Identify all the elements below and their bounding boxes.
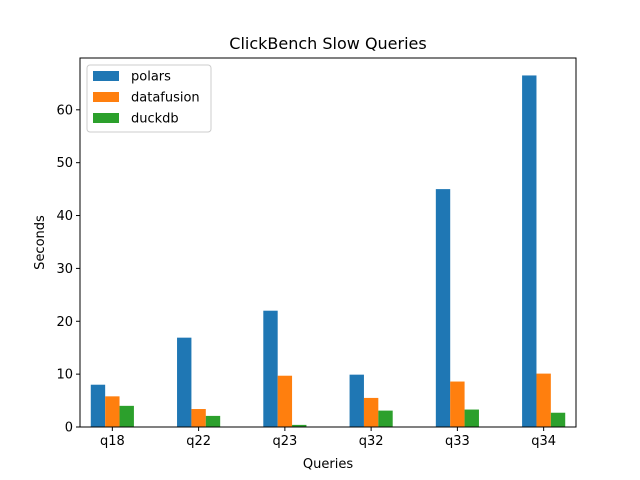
- legend: polars datafusion duckdb: [86, 64, 212, 133]
- y-tick-label: 30: [56, 262, 73, 277]
- bar-duckdb-q34: [550, 412, 566, 427]
- x-tick-label: q23: [272, 434, 297, 449]
- bar-datafusion-q22: [191, 409, 206, 427]
- x-tick-label: q18: [100, 434, 125, 449]
- legend-label-duckdb: duckdb: [131, 112, 179, 127]
- bar-polars-q22: [177, 337, 192, 427]
- legend-swatch-duckdb: [93, 113, 119, 123]
- chart-title: ClickBench Slow Queries: [229, 34, 426, 53]
- y-tick-label: 0: [65, 421, 73, 436]
- bar-duckdb-q33: [464, 409, 479, 427]
- legend-label-datafusion: datafusion: [131, 91, 200, 106]
- x-axis-label: Queries: [303, 457, 353, 472]
- y-tick-label: 50: [56, 156, 73, 171]
- legend-swatch-polars: [93, 71, 119, 81]
- plot-frame: [79, 57, 577, 428]
- x-tick-label: q32: [359, 434, 384, 449]
- bars-layer: [90, 75, 566, 427]
- bar-duckdb-q23: [292, 424, 307, 427]
- bar-polars-q23: [263, 310, 278, 427]
- bar-datafusion-q32: [363, 397, 379, 427]
- x-tick-label: q34: [531, 434, 556, 449]
- bar-datafusion-q18: [105, 396, 120, 427]
- bar-duckdb-q32: [378, 410, 393, 427]
- bar-datafusion-q23: [277, 375, 293, 427]
- y-axis-label: Seconds: [33, 215, 48, 270]
- y-tick-label: 40: [56, 209, 73, 224]
- bar-datafusion-q33: [450, 381, 465, 427]
- x-axis-ticks: q18 q22 q23 q32 q33 q34: [100, 427, 556, 449]
- y-tick-label: 60: [56, 103, 73, 118]
- x-tick-label: q22: [186, 434, 211, 449]
- y-tick-label: 20: [56, 315, 73, 330]
- bar-polars-q34: [522, 75, 537, 427]
- bar-polars-q32: [349, 374, 364, 427]
- bar-polars-q18: [90, 384, 106, 427]
- y-axis-ticks: 0 10 20 30 40 50 60: [56, 103, 80, 436]
- x-tick-label: q33: [445, 434, 470, 449]
- y-tick-label: 10: [56, 368, 73, 383]
- bar-duckdb-q22: [205, 415, 221, 427]
- legend-label-polars: polars: [131, 70, 171, 85]
- legend-items: polars datafusion duckdb: [93, 70, 200, 127]
- bar-duckdb-q18: [119, 405, 134, 427]
- bar-datafusion-q34: [536, 373, 551, 427]
- legend-swatch-datafusion: [93, 92, 119, 102]
- bar-polars-q33: [435, 189, 451, 427]
